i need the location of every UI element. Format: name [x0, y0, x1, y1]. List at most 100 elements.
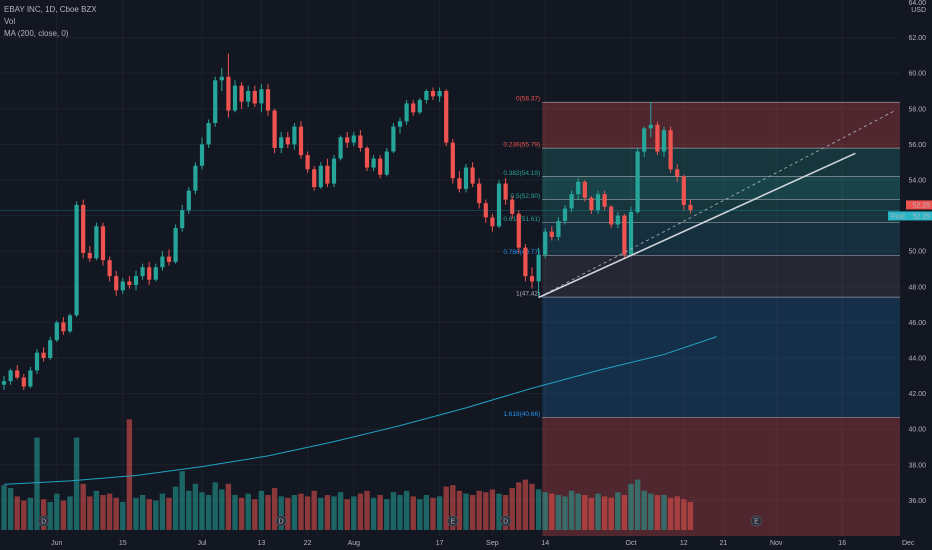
candle-body: [444, 91, 449, 143]
fib-label: 1(47.42): [516, 291, 540, 298]
candle-body: [28, 370, 33, 387]
volume-bar: [252, 499, 258, 530]
candle-body: [457, 178, 462, 189]
volume-bar: [516, 482, 522, 530]
fib-label: 0.382(54.19): [503, 170, 540, 177]
fib-zone: [542, 148, 900, 177]
candle-body: [120, 281, 125, 291]
time-tick-label: 13: [258, 540, 266, 547]
price-tick-label: 60.00: [908, 71, 926, 78]
event-marker-label: E: [450, 519, 455, 526]
volume-bar: [67, 496, 73, 530]
volume-bar: [27, 497, 34, 530]
candle-body: [246, 91, 251, 102]
price-tick-label: 42.00: [908, 391, 926, 398]
legend-title[interactable]: EBAY INC, 1D, Cboe BZX: [4, 5, 97, 14]
candle-body: [477, 183, 482, 204]
volume-bar: [661, 495, 667, 530]
time-tick-label: 21: [720, 540, 728, 547]
candle-body: [331, 158, 337, 184]
price-tick-label: 46.00: [908, 320, 926, 327]
volume-bar: [304, 496, 311, 530]
candle-body: [681, 176, 686, 205]
currency-label: USD: [911, 7, 926, 14]
volume-bar: [318, 497, 324, 530]
candle-body: [635, 151, 640, 213]
volume-bar: [674, 496, 680, 530]
time-tick-label: Sep: [486, 540, 499, 547]
candle-body: [199, 144, 205, 166]
volume-bar: [370, 497, 377, 530]
candle-body: [265, 89, 271, 111]
event-marker-label: D: [41, 519, 46, 526]
candle-body: [562, 208, 568, 221]
candle-body: [582, 181, 587, 198]
volume-bar: [615, 492, 621, 530]
volume-bar: [681, 499, 687, 530]
candle-body: [589, 197, 594, 211]
fib-label: 0.786(49.77): [503, 249, 540, 256]
time-tick-label: Aug: [348, 540, 361, 547]
event-marker: [38, 515, 50, 527]
candle-body: [378, 158, 383, 175]
volume-bar: [687, 502, 694, 530]
volume-bar: [146, 499, 152, 530]
volume-bar: [113, 497, 119, 530]
volume-bar: [73, 437, 80, 530]
candle-body: [74, 204, 79, 316]
volume-bar: [120, 502, 126, 530]
volume-bar: [40, 499, 47, 530]
candle-body: [81, 204, 86, 253]
candle-body: [318, 165, 323, 188]
candle-body: [114, 276, 119, 291]
candle-body: [404, 103, 409, 122]
candle-body: [430, 91, 436, 97]
volume-bar: [403, 490, 410, 530]
candle-body: [523, 247, 528, 277]
volume-bar: [476, 490, 482, 530]
volume-bar: [47, 502, 53, 530]
volume-bar: [311, 490, 317, 530]
volume-bar: [509, 488, 515, 530]
volume-bar: [285, 497, 291, 530]
candle-body: [160, 256, 165, 268]
candle-body: [364, 147, 370, 168]
volume-bar: [337, 492, 344, 530]
time-tick-label: Dec: [902, 540, 915, 547]
legend-volume[interactable]: Vol: [4, 17, 16, 26]
candle-body: [595, 194, 601, 211]
post-price-badge: [888, 211, 932, 221]
event-marker-label: E: [754, 519, 759, 526]
candle-body: [67, 315, 73, 332]
candle-body: [338, 137, 343, 159]
volume-bar: [423, 495, 430, 530]
volume-bar: [271, 488, 278, 530]
volume-bar: [621, 495, 628, 530]
candle-body: [8, 370, 13, 382]
volume-bar: [87, 496, 93, 530]
trendline: [538, 152, 856, 299]
volume-bar: [549, 493, 555, 530]
candle-body: [536, 254, 541, 282]
candle-body: [688, 204, 693, 211]
volume-bar: [344, 499, 350, 530]
volume-bar: [542, 492, 548, 530]
legend-ma[interactable]: MA (200, close, 0): [4, 29, 69, 38]
candle-body: [226, 76, 231, 111]
volume-bar: [179, 471, 185, 530]
price-tick-label: 36.00: [908, 498, 926, 505]
last-price-badge: [906, 200, 932, 210]
volume-bar: [377, 495, 383, 530]
volume-bar: [331, 496, 337, 530]
post-price-value: 52.29: [912, 213, 930, 220]
candle-body: [272, 110, 277, 148]
volume-bar: [199, 492, 205, 530]
candle-body: [252, 91, 257, 104]
candle-body: [609, 206, 614, 225]
volume-bar: [436, 496, 443, 530]
candle-body: [166, 256, 172, 262]
price-tick-label: 58.00: [908, 106, 926, 113]
volume-bar: [410, 496, 416, 530]
volume-bar: [443, 486, 449, 530]
